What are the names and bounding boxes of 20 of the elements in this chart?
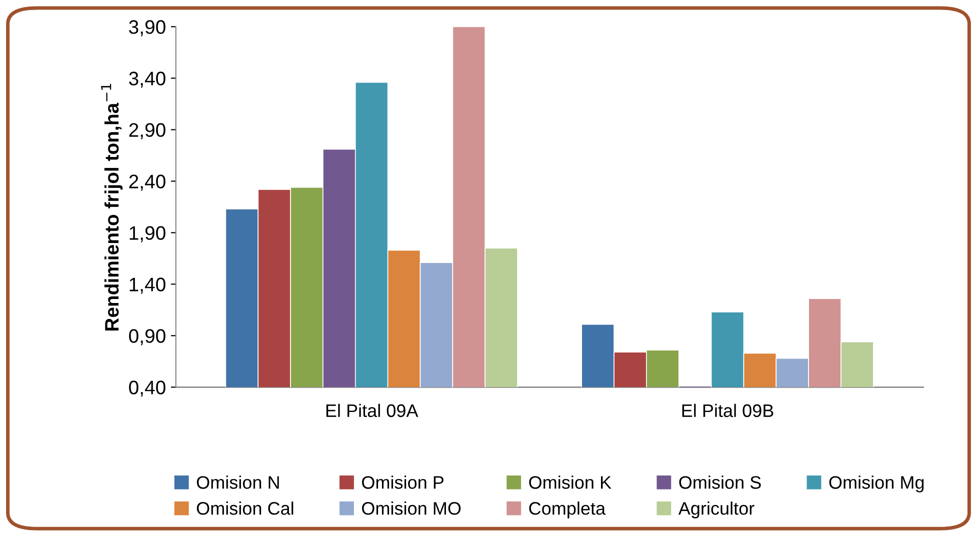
legend-label: Omision P [362, 476, 444, 489]
legend-label: Completa [529, 502, 606, 518]
legend-label: Omision MO [362, 502, 461, 515]
x-tick-label: El Pital 09B [682, 404, 774, 418]
y-tick-label: 2,40 [129, 174, 166, 191]
legend-label: Agricultor [678, 502, 754, 518]
legend-label: Omision K [529, 476, 612, 489]
y-tick-label: 2,90 [129, 123, 166, 140]
y-tick-label: 3,40 [129, 72, 166, 88]
y-tick-label: 1,40 [130, 278, 166, 294]
legend-label: Omision Mg [829, 476, 924, 492]
y-tick-label: 0,40 [129, 380, 166, 397]
legend-label: Omision Cal [196, 502, 294, 515]
y-tick-label: 0,90 [129, 329, 166, 346]
y-tick-label: 3,90 [129, 20, 166, 36]
x-tick-label: El Pital 09A [326, 404, 418, 418]
legend-label: Omision N [196, 476, 279, 489]
legend-label: Omision S [679, 476, 761, 489]
y-tick-label: 1,90 [130, 226, 166, 242]
y-axis-title: Rendimiento frijol ton,ha$^{−1}$ [101, 84, 123, 331]
